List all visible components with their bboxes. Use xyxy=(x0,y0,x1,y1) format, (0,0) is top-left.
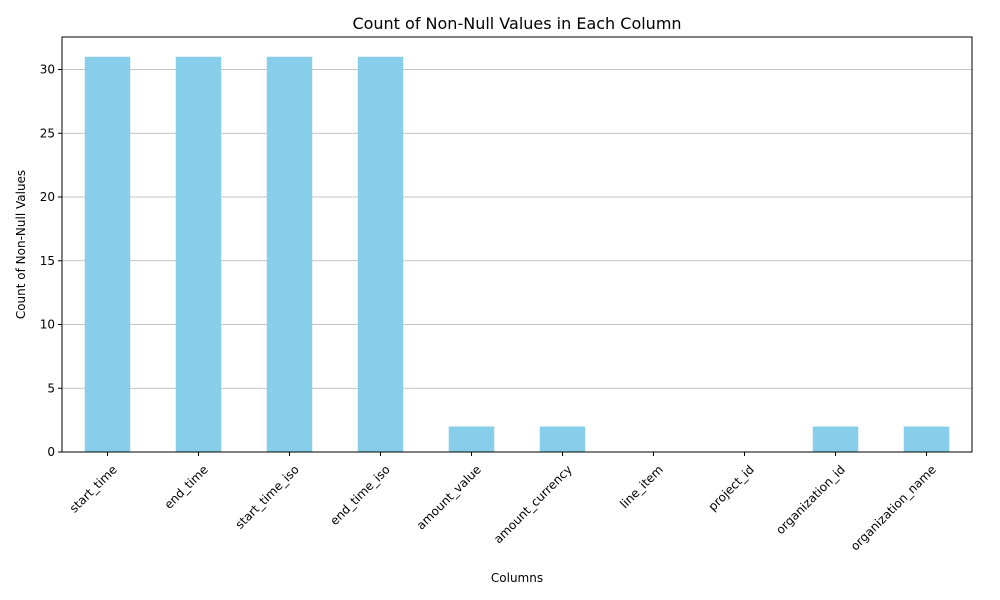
y-tick-label-0: 0 xyxy=(47,445,55,459)
y-axis-title: Count of Non-Null Values xyxy=(14,170,28,319)
plot-frame xyxy=(61,36,973,453)
y-tick-label-1: 5 xyxy=(47,381,55,395)
x-axis-title: Columns xyxy=(491,571,543,585)
y-tick-label-3: 15 xyxy=(40,254,55,268)
y-tick-label-6: 30 xyxy=(40,63,55,77)
y-tick-label-5: 25 xyxy=(40,126,55,140)
chart-title: Count of Non-Null Values in Each Column xyxy=(352,14,681,33)
bar-start_time xyxy=(84,56,131,453)
bar-amount_value xyxy=(448,426,495,452)
y-tick-label-4: 20 xyxy=(40,190,55,204)
bar-end_time xyxy=(175,56,222,453)
bar-amount_currency xyxy=(539,426,586,452)
bars xyxy=(84,56,950,453)
bar-organization_id xyxy=(812,426,859,452)
y-axis-ticks: 0 5 10 15 20 25 30 xyxy=(40,63,62,459)
y-tick-label-2: 10 xyxy=(40,318,55,332)
bar-end_time_iso xyxy=(357,56,404,453)
bar-start_time_iso xyxy=(266,56,313,453)
bar-organization_name xyxy=(903,426,950,452)
